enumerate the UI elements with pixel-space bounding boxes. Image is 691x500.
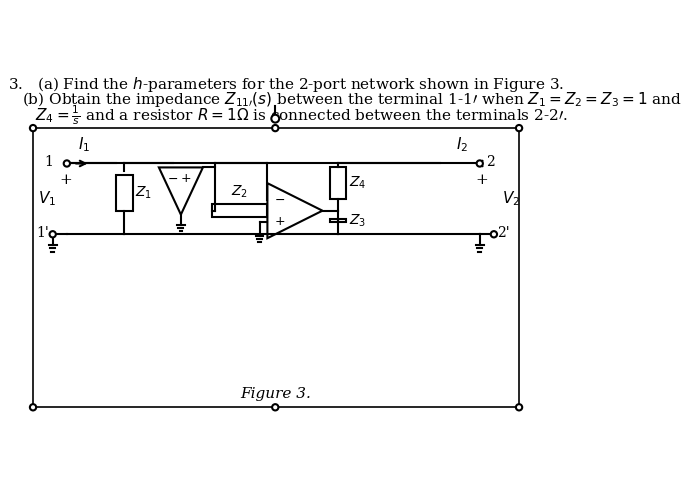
Text: 2': 2' <box>497 226 510 239</box>
Text: 2: 2 <box>486 155 495 169</box>
Circle shape <box>30 125 36 131</box>
Text: $+$: $+$ <box>180 172 191 185</box>
Bar <box>115 176 133 210</box>
Text: $+$: $+$ <box>274 215 285 228</box>
Circle shape <box>272 114 279 122</box>
Text: $-$: $-$ <box>167 172 178 185</box>
Text: +: + <box>59 173 72 187</box>
Text: $-$: $-$ <box>274 193 285 206</box>
Bar <box>330 168 346 199</box>
Text: $I_2$: $I_2$ <box>456 136 468 154</box>
Text: 3.   (a) Find the $h$-parameters for the 2-port network shown in Figure 3.: 3. (a) Find the $h$-parameters for the 2… <box>8 76 564 94</box>
Circle shape <box>50 231 56 237</box>
Text: $Z_4 = \frac{1}{s}$ and a resistor $R = 1\Omega$ is connected between the termin: $Z_4 = \frac{1}{s}$ and a resistor $R = … <box>35 104 568 127</box>
Circle shape <box>30 404 36 410</box>
Text: $V_1$: $V_1$ <box>38 190 56 208</box>
Text: $Z_4$: $Z_4$ <box>349 175 366 192</box>
Circle shape <box>516 404 522 410</box>
Text: +: + <box>475 173 488 187</box>
Bar <box>330 218 346 222</box>
Circle shape <box>516 125 522 131</box>
Bar <box>212 204 267 217</box>
Circle shape <box>491 231 497 237</box>
Text: $I_1$: $I_1$ <box>78 136 91 154</box>
Text: $Z_1$: $Z_1$ <box>135 185 152 201</box>
Text: $V_2$: $V_2$ <box>502 190 520 208</box>
Text: $Z_2$: $Z_2$ <box>231 184 248 200</box>
Text: 1: 1 <box>44 155 53 169</box>
Circle shape <box>272 404 278 410</box>
Text: $Z_3$: $Z_3$ <box>349 212 366 228</box>
Circle shape <box>272 125 278 131</box>
Circle shape <box>477 160 483 166</box>
Circle shape <box>64 160 70 166</box>
Text: Figure 3.: Figure 3. <box>240 387 311 401</box>
Text: 1': 1' <box>37 226 50 239</box>
Text: (b) Obtain the impedance $Z_{11\prime}(s)$ between the terminal 1-1$\prime$ when: (b) Obtain the impedance $Z_{11\prime}(s… <box>22 90 682 108</box>
